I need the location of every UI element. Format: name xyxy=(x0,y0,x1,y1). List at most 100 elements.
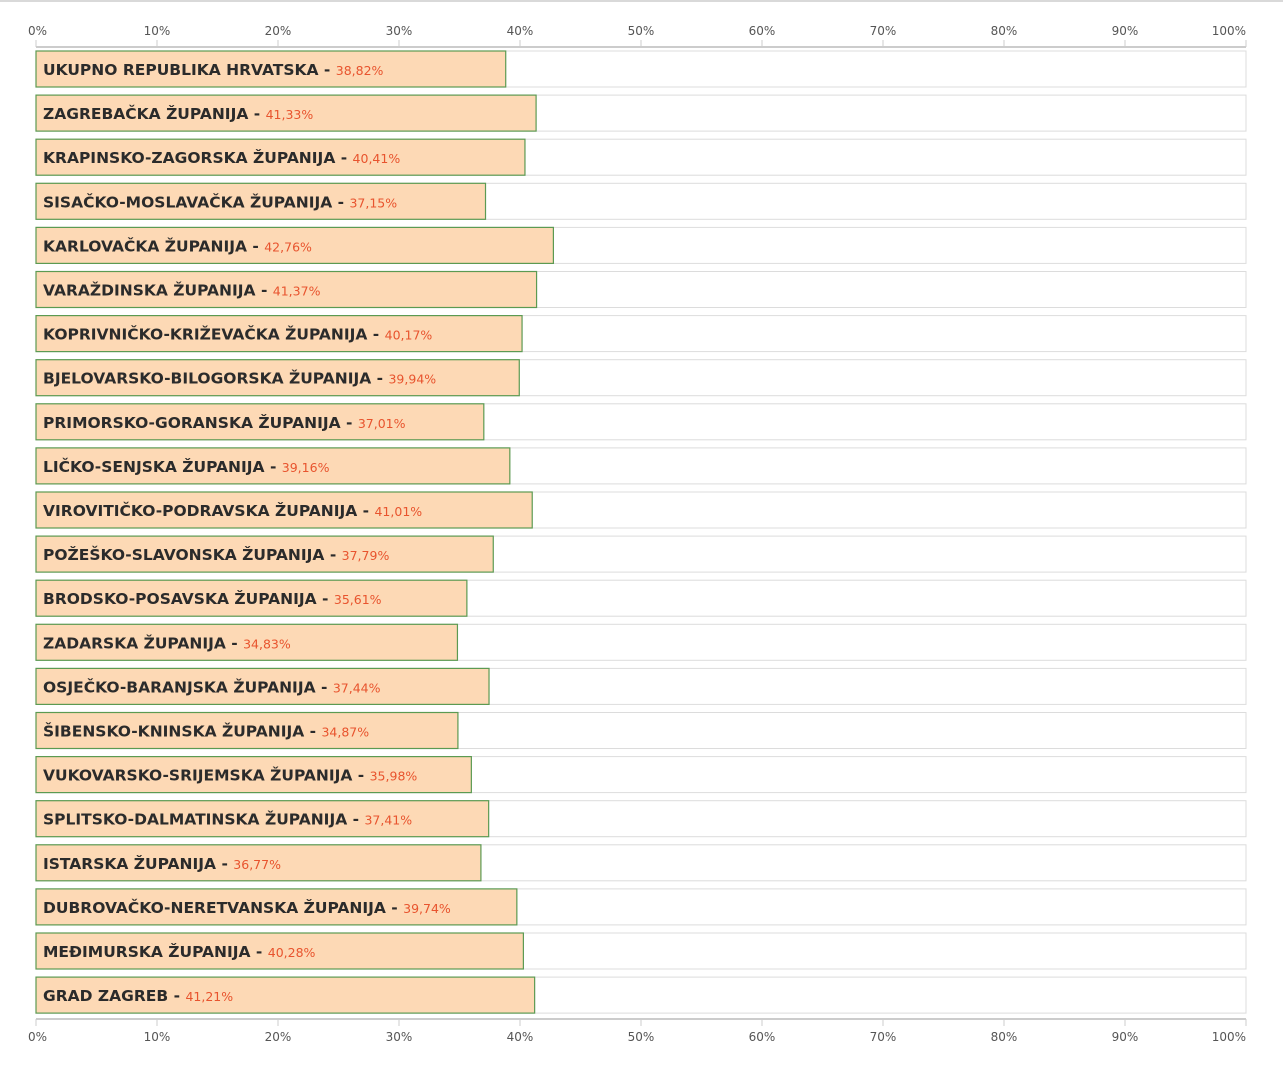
bar-value-label: 41,21% xyxy=(185,989,233,1004)
bar-value-label: 40,17% xyxy=(385,328,433,343)
bottom-tick-label: 30% xyxy=(386,1030,413,1044)
bar-value-label: 38,82% xyxy=(336,63,384,78)
bar-label: KRAPINSKO-ZAGORSKA ŽUPANIJA - 40,41% xyxy=(43,148,400,167)
bar-value-label: 39,16% xyxy=(282,460,330,475)
bar xyxy=(35,711,459,750)
bar xyxy=(35,888,518,926)
bar xyxy=(35,226,554,264)
bar-value-label: 36,77% xyxy=(233,857,281,872)
bar-value-label: 40,41% xyxy=(353,151,401,166)
bottom-tick-label: 0% xyxy=(28,1030,47,1044)
bar-label: ZAGREBAČKA ŽUPANIJA - 41,33% xyxy=(43,104,313,123)
bar-value-label: 37,44% xyxy=(333,680,381,695)
bottom-tick-label: 20% xyxy=(265,1030,292,1044)
bar-category-label: ISTARSKA ŽUPANIJA - xyxy=(43,854,233,873)
bar-category-label: DUBROVAČKO-NERETVANSKA ŽUPANIJA - xyxy=(43,898,403,917)
bar-label: MEĐIMURSKA ŽUPANIJA - 40,28% xyxy=(43,942,316,961)
bar-value-label: 37,01% xyxy=(358,416,406,431)
bar-label: VUKOVARSKO-SRIJEMSKA ŽUPANIJA - 35,98% xyxy=(43,766,417,785)
bar-label: ŠIBENSKO-KNINSKA ŽUPANIJA - 34,87% xyxy=(43,722,369,741)
bar-label: ISTARSKA ŽUPANIJA - 36,77% xyxy=(43,854,281,873)
bar xyxy=(35,270,538,309)
top-tick-label: 30% xyxy=(386,24,413,38)
bottom-tick-label: 90% xyxy=(1112,1030,1139,1044)
bar-category-label: ŠIBENSKO-KNINSKA ŽUPANIJA - xyxy=(43,722,321,741)
bar-label: KOPRIVNIČKO-KRIŽEVAČKA ŽUPANIJA - 40,17% xyxy=(43,325,432,344)
bar-value-label: 39,94% xyxy=(388,372,436,387)
bar xyxy=(35,138,526,176)
bar-category-label: PRIMORSKO-GORANSKA ŽUPANIJA - xyxy=(43,413,358,432)
bar-label: ZADARSKA ŽUPANIJA - 34,83% xyxy=(43,633,291,652)
bar-value-label: 41,01% xyxy=(374,504,422,519)
bar-category-label: UKUPNO REPUBLIKA HRVATSKA - xyxy=(43,61,336,79)
bar-category-label: GRAD ZAGREB - xyxy=(43,987,185,1005)
bar-value-label: 34,87% xyxy=(321,725,369,740)
bar-label: VARAŽDINSKA ŽUPANIJA - 41,37% xyxy=(43,281,321,300)
bar-value-label: 41,33% xyxy=(266,107,314,122)
bottom-tick-label: 100% xyxy=(1212,1030,1246,1044)
bottom-tick-label: 70% xyxy=(870,1030,897,1044)
bar-category-label: ZADARSKA ŽUPANIJA - xyxy=(43,633,243,652)
bar xyxy=(35,403,485,441)
top-tick-label: 60% xyxy=(749,24,776,38)
bar-category-label: VUKOVARSKO-SRIJEMSKA ŽUPANIJA - xyxy=(43,766,370,785)
bar-label: POŽEŠKO-SLAVONSKA ŽUPANIJA - 37,79% xyxy=(43,545,389,564)
bar-value-label: 34,83% xyxy=(243,636,291,651)
bottom-tick-label: 60% xyxy=(749,1030,776,1044)
bar-category-label: KARLOVAČKA ŽUPANIJA - xyxy=(43,236,264,255)
bar-category-label: BRODSKO-POSAVSKA ŽUPANIJA - xyxy=(43,589,334,608)
bottom-tick-label: 40% xyxy=(507,1030,534,1044)
bar-value-label: 37,15% xyxy=(349,195,397,210)
bar xyxy=(35,359,520,397)
bottom-tick-label: 80% xyxy=(991,1030,1018,1044)
bar xyxy=(35,315,523,353)
bar-category-label: KRAPINSKO-ZAGORSKA ŽUPANIJA - xyxy=(43,148,353,167)
bar xyxy=(35,844,482,882)
bar xyxy=(35,932,524,970)
bar-label: KARLOVAČKA ŽUPANIJA - 42,76% xyxy=(43,236,312,255)
top-tick-label: 0% xyxy=(28,24,47,38)
bar-label: GRAD ZAGREB - 41,21% xyxy=(43,987,233,1005)
bar-category-label: SISAČKO-MOSLAVAČKA ŽUPANIJA - xyxy=(43,192,349,211)
bar xyxy=(35,491,533,529)
top-tick-label: 50% xyxy=(628,24,655,38)
bar-label: BRODSKO-POSAVSKA ŽUPANIJA - 35,61% xyxy=(43,589,382,608)
bar-category-label: LIČKO-SENJSKA ŽUPANIJA - xyxy=(43,457,282,476)
bar-value-label: 41,37% xyxy=(273,284,321,299)
bar-category-label: VIROVITIČKO-PODRAVSKA ŽUPANIJA - xyxy=(43,501,374,520)
bar-value-label: 42,76% xyxy=(264,239,312,254)
bar xyxy=(35,94,537,132)
bar xyxy=(35,50,507,88)
bar-label: VIROVITIČKO-PODRAVSKA ŽUPANIJA - 41,01% xyxy=(43,501,422,520)
top-tick-label: 100% xyxy=(1212,24,1246,38)
bar-label: SISAČKO-MOSLAVAČKA ŽUPANIJA - 37,15% xyxy=(43,192,397,211)
top-tick-label: 20% xyxy=(265,24,292,38)
bar xyxy=(35,579,468,617)
top-border xyxy=(0,0,1283,2)
bar xyxy=(35,182,487,220)
bar-value-label: 37,79% xyxy=(342,548,390,563)
top-tick-label: 90% xyxy=(1112,24,1139,38)
bar xyxy=(35,447,511,485)
bar-category-label: SPLITSKO-DALMATINSKA ŽUPANIJA - xyxy=(43,810,364,829)
top-tick-label: 40% xyxy=(507,24,534,38)
bar-category-label: KOPRIVNIČKO-KRIŽEVAČKA ŽUPANIJA - xyxy=(43,325,385,344)
top-tick-label: 10% xyxy=(144,24,171,38)
top-tick-label: 70% xyxy=(870,24,897,38)
bar xyxy=(35,976,536,1014)
bar-label: DUBROVAČKO-NERETVANSKA ŽUPANIJA - 39,74% xyxy=(43,898,451,917)
bar xyxy=(35,535,494,573)
bar-value-label: 39,74% xyxy=(403,901,451,916)
bar xyxy=(35,755,472,794)
top-tick-label: 80% xyxy=(991,24,1018,38)
bar-label: PRIMORSKO-GORANSKA ŽUPANIJA - 37,01% xyxy=(43,413,406,432)
bar-label: SPLITSKO-DALMATINSKA ŽUPANIJA - 37,41% xyxy=(43,810,412,829)
bar-category-label: BJELOVARSKO-BILOGORSKA ŽUPANIJA - xyxy=(43,369,388,388)
bar xyxy=(35,800,490,838)
bar xyxy=(35,667,490,706)
bottom-tick-label: 10% xyxy=(144,1030,171,1044)
bar-category-label: MEĐIMURSKA ŽUPANIJA - xyxy=(43,942,268,961)
bar-category-label: ZAGREBAČKA ŽUPANIJA - xyxy=(43,104,266,123)
bar-value-label: 35,98% xyxy=(370,769,418,784)
